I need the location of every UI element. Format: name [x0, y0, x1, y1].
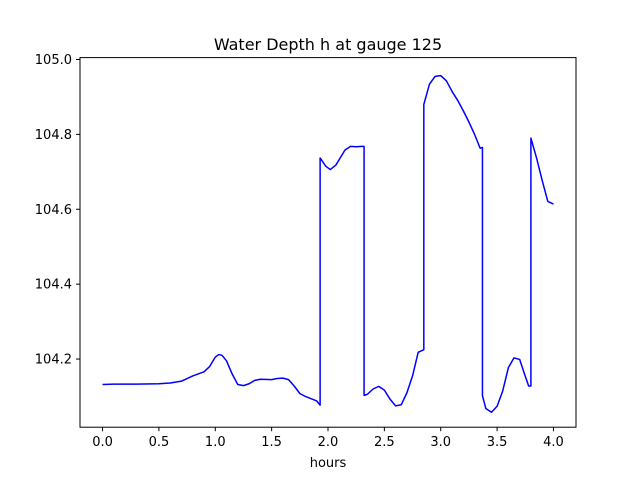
y-tick-label: 104.6 [35, 203, 72, 218]
x-tick-label: 3.0 [430, 435, 451, 450]
series-line-0 [102, 74, 554, 413]
y-tick-label: 104.4 [35, 278, 72, 293]
x-tick-label: 0.5 [149, 435, 170, 450]
x-axis-label: hours [310, 456, 347, 471]
y-tick-label: 104.8 [35, 128, 72, 143]
y-axis: 104.2 104.4 104.6 104.8 105.0 [35, 53, 80, 368]
y-tick-label: 105.0 [35, 53, 72, 68]
x-tick-label: 1.0 [205, 435, 226, 450]
x-tick-label: 3.5 [487, 435, 508, 450]
chart-title: Water Depth h at gauge 125 [214, 35, 442, 54]
x-tick-label: 1.5 [261, 435, 282, 450]
x-tick-label: 0.0 [92, 435, 113, 450]
y-tick-label: 104.2 [35, 353, 72, 368]
x-axis: 0.0 0.5 1.0 1.5 2.0 2.5 3.0 3.5 4.0 [92, 427, 564, 450]
x-tick-label: 4.0 [543, 435, 564, 450]
x-tick-label: 2.5 [374, 435, 395, 450]
x-tick-label: 2.0 [318, 435, 339, 450]
plot-area [102, 74, 554, 413]
